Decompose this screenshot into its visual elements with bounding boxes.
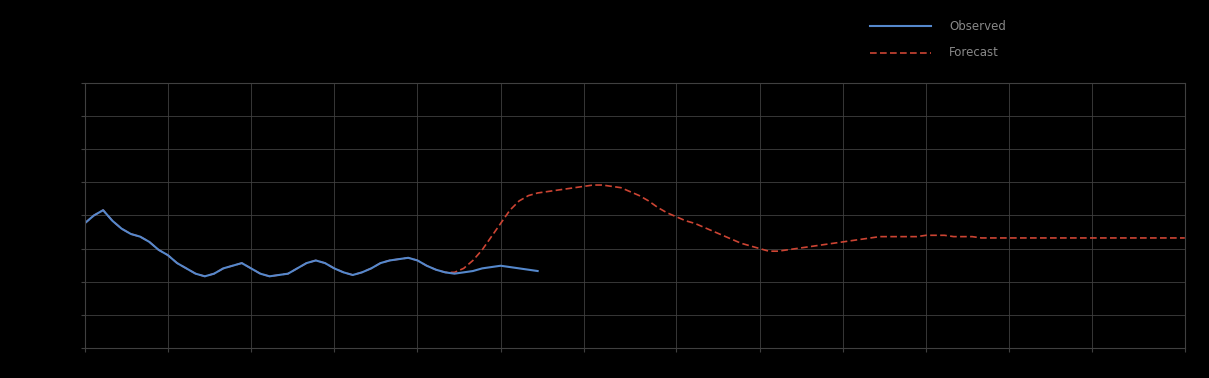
Text: Observed: Observed — [949, 20, 1006, 33]
Text: Forecast: Forecast — [949, 46, 999, 59]
